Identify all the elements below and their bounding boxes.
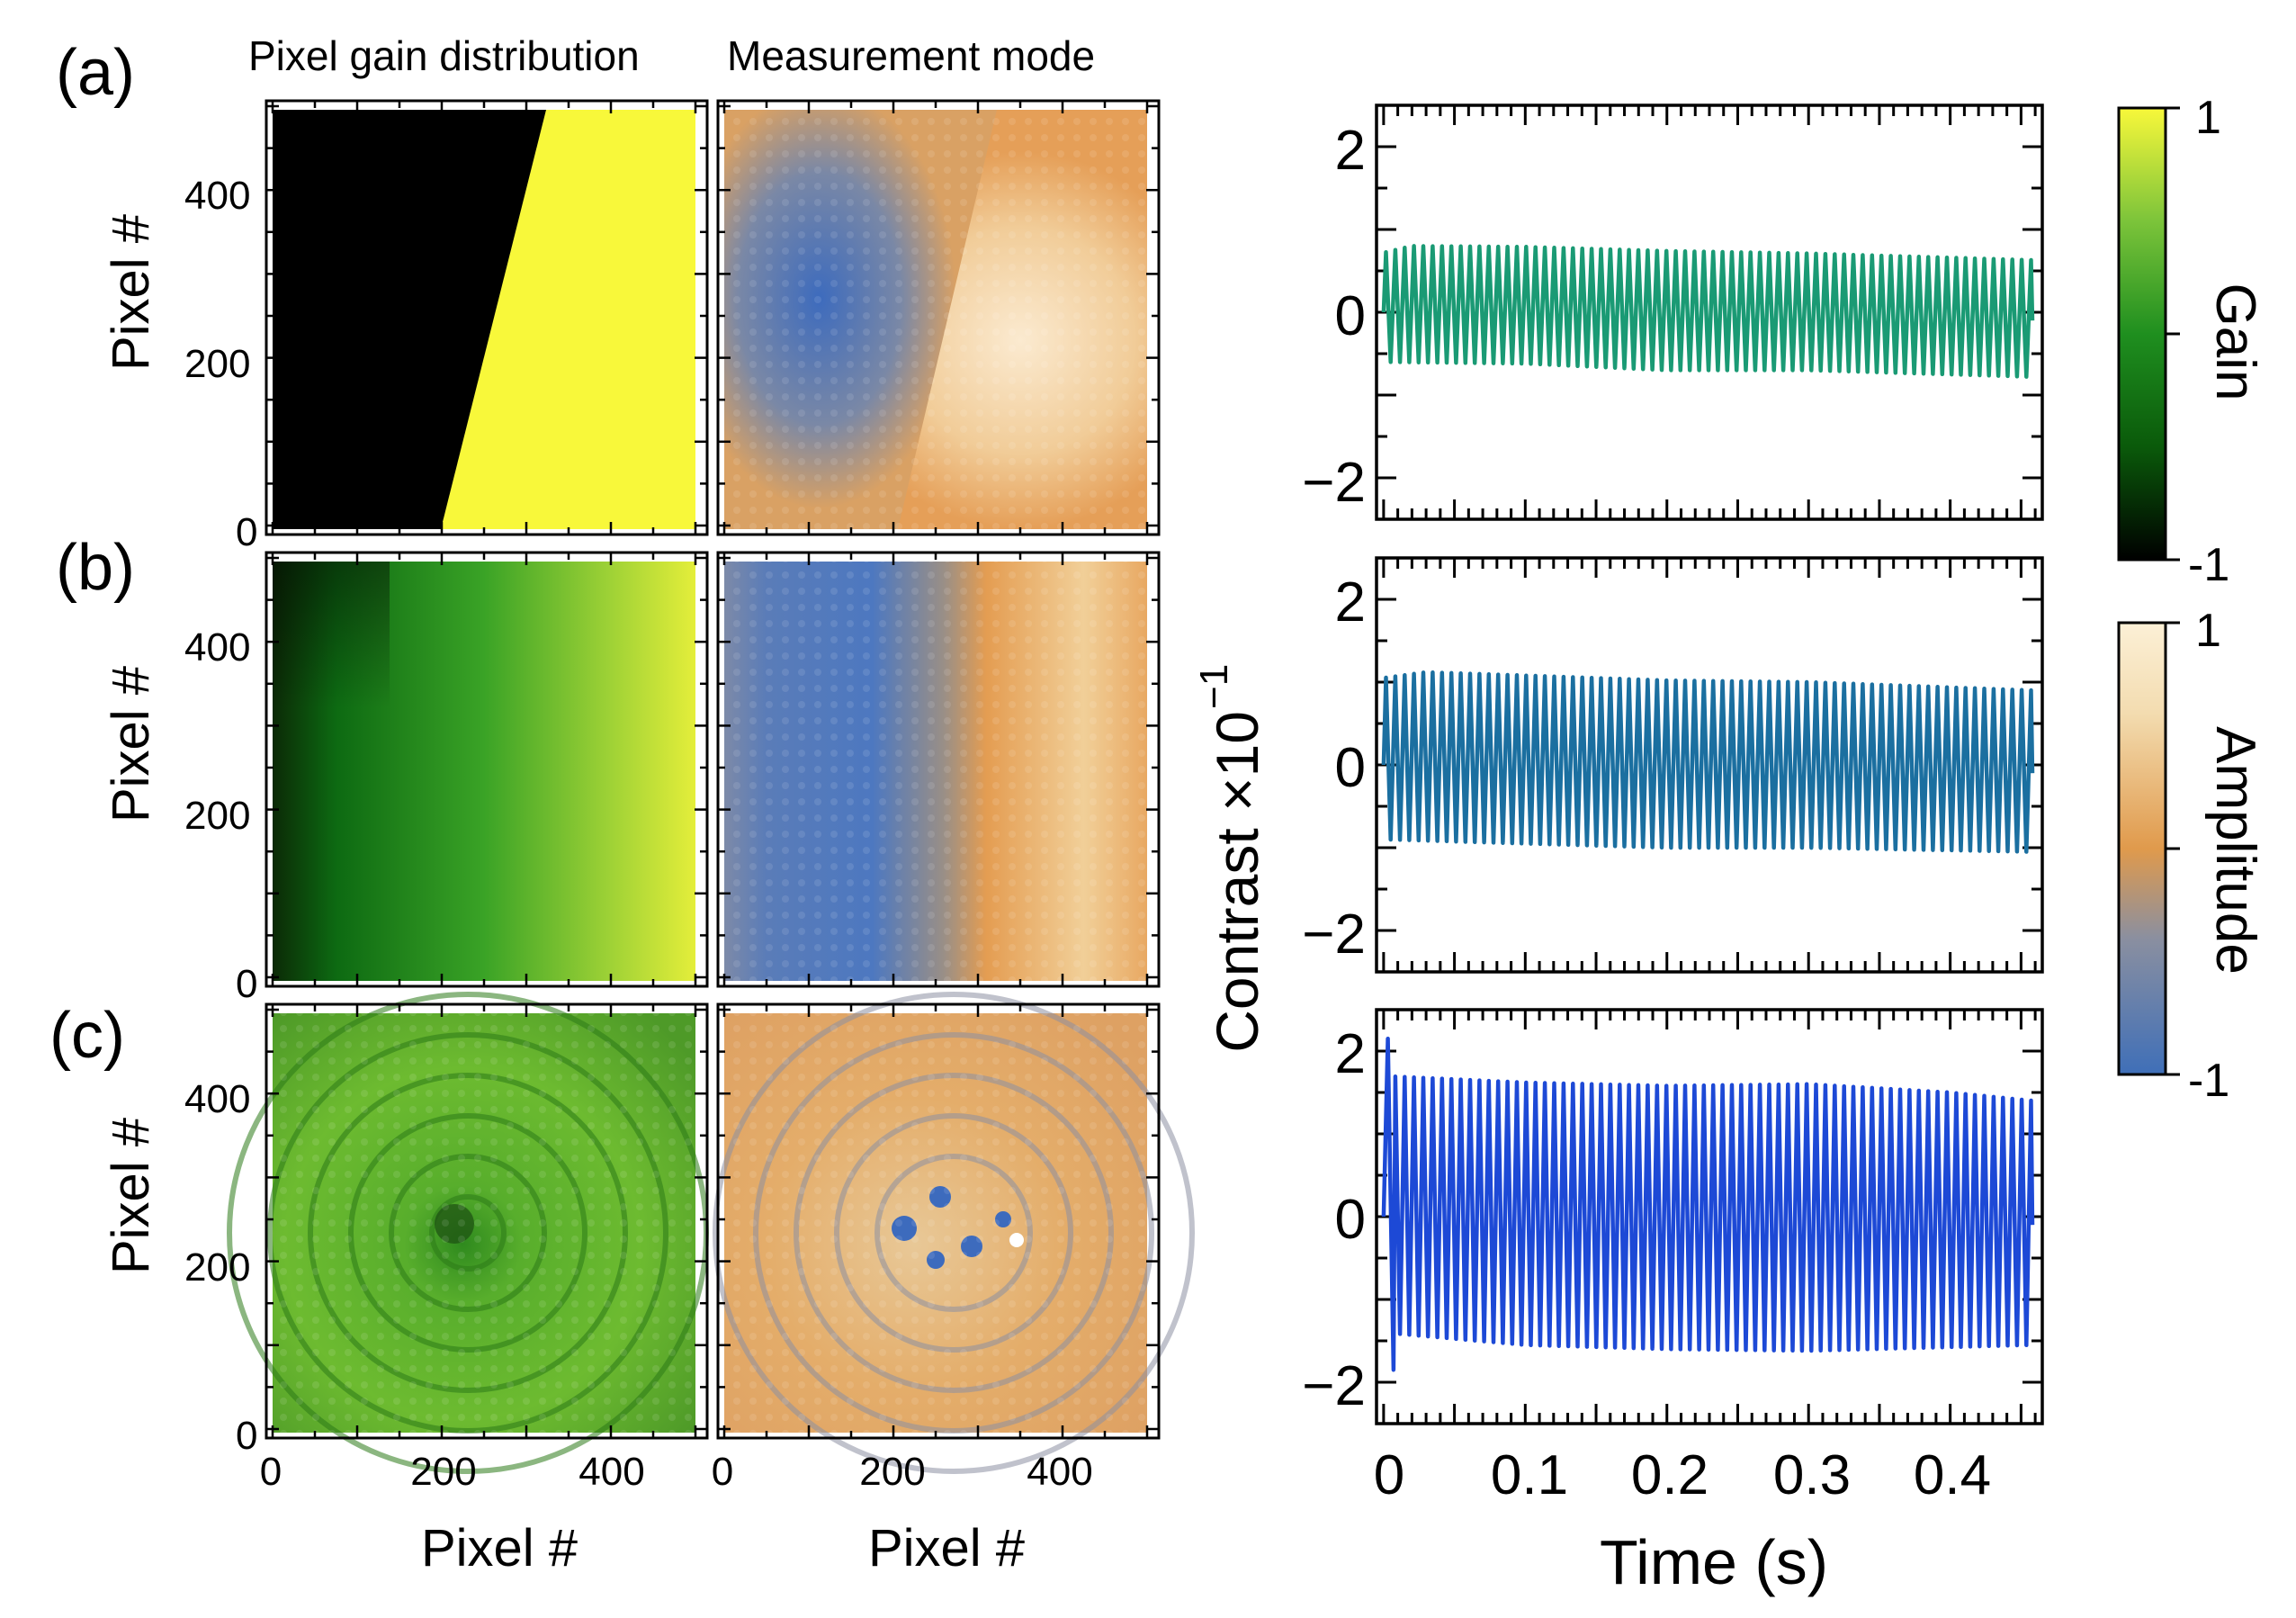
- ytick-label-c-0: 0: [236, 1414, 257, 1458]
- heatmap-amplitude-b: [716, 551, 1161, 988]
- heatmap-amplitude-a: [716, 99, 1161, 536]
- colorbar-amplitude-min: -1: [2188, 1055, 2229, 1107]
- ytick-label-trace-b-m2: −2: [1302, 903, 1366, 966]
- xtick-label-time-0.1: 0.1: [1491, 1444, 1568, 1506]
- ylabel-map-c: Pixel #: [102, 1118, 160, 1274]
- ytick-label-trace-a-0: 0: [1335, 285, 1366, 347]
- ytick-label-b-200: 200: [184, 794, 250, 838]
- ytick-label-b-0: 0: [236, 962, 257, 1006]
- ylabel-contrast: Contrast ×10 −1: [1192, 664, 1270, 1053]
- panel-label-a: (a): [56, 37, 135, 109]
- trace-panel-b: [1375, 556, 2044, 974]
- column-title-measurement: Measurement mode: [727, 32, 1095, 79]
- ytick-label-trace-b-0: 0: [1335, 737, 1366, 799]
- ytick-label-trace-a-m2: −2: [1302, 452, 1366, 514]
- trace-xtick-labels: 0 0.1 0.2 0.3 0.4: [1374, 1444, 1991, 1506]
- column-title-gain: Pixel gain distribution: [248, 32, 640, 79]
- ytick-label-trace-c-m2: −2: [1302, 1355, 1366, 1417]
- ylabel-map-b: Pixel #: [102, 666, 160, 822]
- heatmap-xtick-labels: 0 200 400 0 200 400: [260, 1450, 1093, 1494]
- xtick-label-time-0.3: 0.3: [1773, 1444, 1851, 1506]
- ylabel-contrast-exponent: −1: [1192, 664, 1236, 709]
- ytick-label-a-0: 0: [236, 510, 257, 554]
- heatmap-ytick-labels: 400 200 0 400 200 0 400 200 0: [184, 174, 257, 1458]
- colorbar-gain: 1 -1 Gain: [2117, 92, 2266, 591]
- panel-label-b: (b): [56, 532, 135, 604]
- ytick-label-trace-c-0: 0: [1335, 1189, 1366, 1251]
- heatmap-gain-a: [265, 99, 709, 536]
- ytick-label-a-200: 200: [184, 342, 250, 386]
- ytick-label-trace-a-2: 2: [1335, 120, 1366, 182]
- trace-panel-a: [1375, 103, 2044, 521]
- xtick-label-time-0.2: 0.2: [1631, 1444, 1709, 1506]
- colorbar-amplitude: 1 -1 Amplitude: [2117, 605, 2266, 1107]
- colorbar-amplitude-max: 1: [2195, 605, 2221, 657]
- xtick-label-c-amp-0: 0: [712, 1450, 733, 1494]
- ytick-label-trace-c-2: 2: [1335, 1023, 1366, 1085]
- xlabel-time: Time (s): [1600, 1527, 1828, 1597]
- trace-panel-c: [1375, 1008, 2044, 1425]
- xtick-label-time-0: 0: [1374, 1444, 1404, 1506]
- colorbar-gain-label: Gain: [2204, 283, 2266, 401]
- ytick-label-c-200: 200: [184, 1245, 250, 1290]
- trace-line: [1381, 244, 2035, 379]
- trace-line: [1381, 1036, 2035, 1372]
- trace-ytick-labels: 2 0 −2 2 0 −2 2 0 −2: [1302, 120, 1366, 1417]
- ytick-label-b-400: 400: [184, 625, 250, 670]
- xtick-label-c-gain-200: 200: [410, 1450, 476, 1494]
- heatmap-gain-c: [227, 992, 709, 1474]
- ytick-label-c-400: 400: [184, 1077, 250, 1121]
- ytick-label-trace-b-2: 2: [1335, 571, 1366, 634]
- colorbar-gain-min: -1: [2188, 539, 2229, 591]
- colorbar-amplitude-label: Amplitude: [2204, 726, 2266, 975]
- heatmap-ticks: [266, 101, 1159, 1438]
- ylabel-contrast-text: Contrast ×10: [1204, 711, 1270, 1053]
- trace-line: [1381, 670, 2035, 854]
- xtick-label-time-0.4: 0.4: [1914, 1444, 1991, 1506]
- colorbar-gain-max: 1: [2195, 92, 2221, 144]
- heatmap-amplitude-c: [713, 992, 1195, 1474]
- xlabel-map-gain: Pixel #: [421, 1519, 578, 1578]
- xtick-label-c-amp-200: 200: [859, 1450, 925, 1494]
- xlabel-map-amplitude: Pixel #: [868, 1519, 1025, 1578]
- xtick-label-c-gain-400: 400: [578, 1450, 644, 1494]
- xtick-label-c-amp-400: 400: [1027, 1450, 1092, 1494]
- ytick-label-a-400: 400: [184, 174, 250, 218]
- heatmap-gain-b: [265, 551, 709, 988]
- panel-label-c: (c): [49, 1000, 125, 1072]
- ylabel-map-a: Pixel #: [102, 214, 160, 371]
- xtick-label-c-gain-0: 0: [260, 1450, 282, 1494]
